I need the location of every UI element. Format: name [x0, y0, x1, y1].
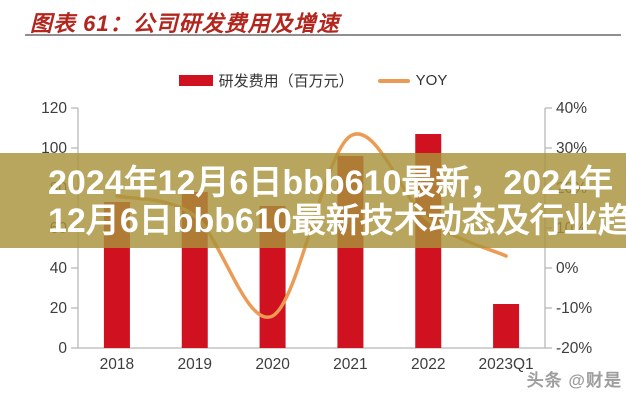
left-axis-label: 120	[41, 100, 67, 117]
legend-item-bar: 研发费用（百万元）	[178, 70, 354, 91]
watermark-band: 2024年12月6日bbb610最新，2024年 12月6日bbb610最新技术…	[0, 153, 626, 248]
x-axis-label: 2022	[411, 356, 445, 373]
x-axis-label: 2018	[100, 356, 134, 373]
x-axis-label: 2023Q1	[478, 356, 533, 373]
right-axis-label: 0%	[556, 260, 579, 277]
legend-bar-label: 研发费用（百万元）	[218, 73, 354, 90]
credit-watermark: 头条 @财是	[526, 371, 622, 390]
right-axis-label: -20%	[556, 340, 592, 357]
left-axis-label: 40	[50, 260, 68, 277]
right-axis-label: 40%	[556, 100, 587, 117]
x-axis-label: 2019	[178, 356, 212, 373]
legend-bar-swatch	[178, 75, 213, 86]
x-axis-label: 2021	[333, 356, 367, 373]
legend-line-swatch	[377, 78, 410, 83]
bar	[493, 304, 520, 348]
watermark-line2: 12月6日bbb610最新技术动态及行业趋	[48, 202, 626, 240]
legend-item-line: YOY	[377, 72, 448, 89]
x-axis-label: 2020	[255, 356, 290, 373]
chart-legend: 研发费用（百万元） YOY	[0, 70, 626, 91]
figure-title: 图表 61：公司研发费用及增速	[30, 11, 340, 36]
title-rule	[25, 34, 621, 36]
legend-line-label: YOY	[415, 72, 448, 89]
left-axis-label: 0	[58, 340, 67, 357]
right-axis-label: -10%	[556, 300, 592, 317]
right-axis-label: 30%	[556, 140, 587, 157]
left-axis-label: 20	[50, 300, 68, 317]
watermark-line1: 2024年12月6日bbb610最新，2024年	[48, 164, 614, 202]
left-axis-label: 100	[41, 140, 67, 157]
